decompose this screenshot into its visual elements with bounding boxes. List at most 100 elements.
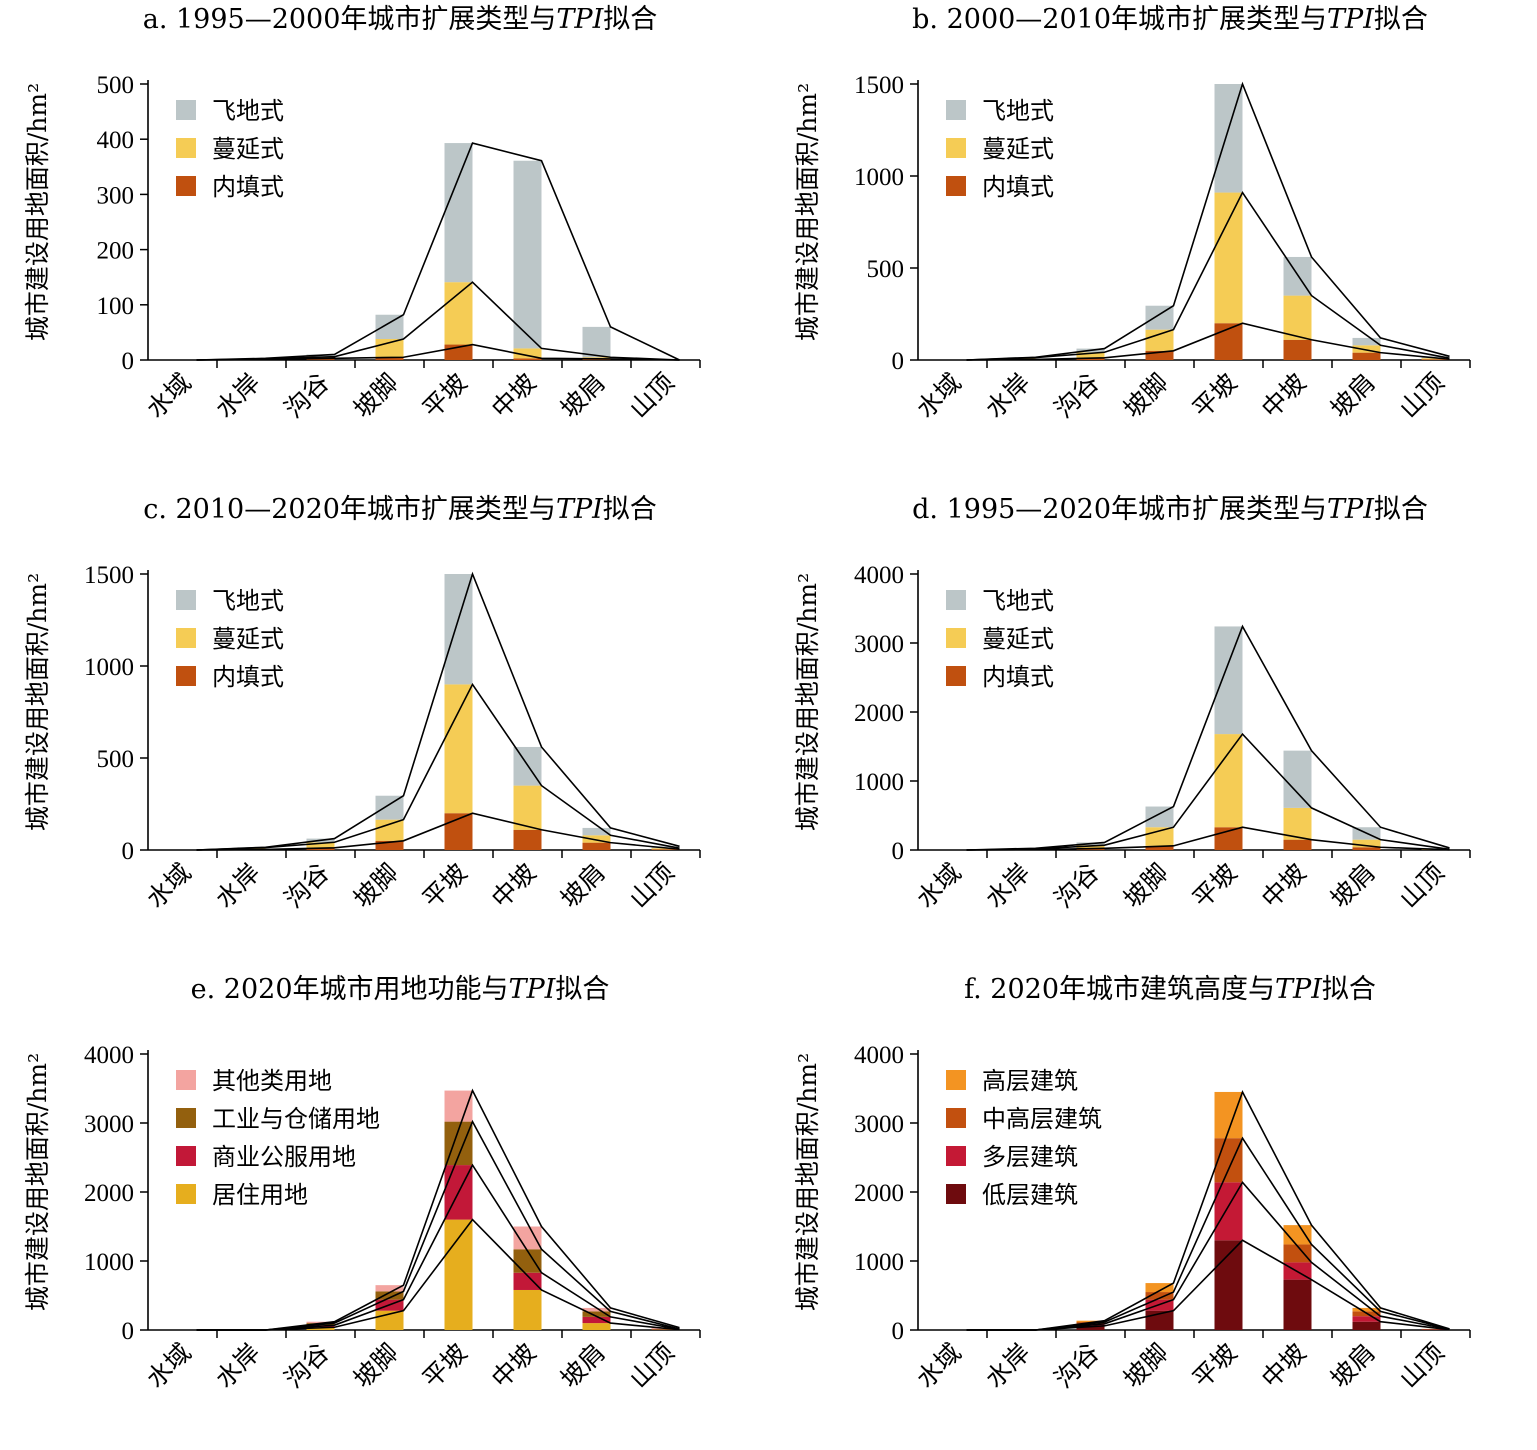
series-2 xyxy=(306,1121,680,1330)
trend-line xyxy=(196,571,680,851)
x-tick-label: 山顶 xyxy=(1394,858,1450,914)
bar-segment xyxy=(582,1323,611,1330)
y-axis-label: 城市建设用地面积/hm² xyxy=(23,1053,52,1311)
bar-segment xyxy=(1283,295,1312,340)
bar-segment xyxy=(582,827,611,836)
x-tick-label: 水域 xyxy=(141,858,197,914)
bar-segment xyxy=(1352,847,1381,850)
legend-label: 蔓延式 xyxy=(212,625,284,653)
series-2 xyxy=(1007,84,1450,359)
bar-segment xyxy=(513,348,542,359)
y-tick-label: 1000 xyxy=(854,769,904,796)
legend-swatch xyxy=(946,1146,966,1166)
series-3 xyxy=(306,1090,680,1329)
legend-swatch xyxy=(176,138,196,158)
x-tick-label: 平坡 xyxy=(1187,858,1243,914)
legend-swatch xyxy=(946,1108,966,1128)
trend-line xyxy=(966,624,1450,851)
bar-segment xyxy=(375,357,404,360)
y-tick-label: 4000 xyxy=(854,1042,904,1069)
x-tick-label: 沟谷 xyxy=(279,368,335,424)
y-tick-label: 0 xyxy=(122,1318,135,1345)
bar-segment xyxy=(306,842,335,848)
series-3 xyxy=(1076,1091,1450,1330)
y-tick-label: 0 xyxy=(892,348,905,375)
x-tick-label: 平坡 xyxy=(1187,368,1243,424)
bar-segment xyxy=(1352,345,1381,353)
legend-swatch xyxy=(946,1184,966,1204)
bar-segment xyxy=(375,314,404,340)
bar-segment xyxy=(375,819,404,841)
y-tick-label: 3000 xyxy=(84,1111,134,1138)
x-tick-label: 坡脚 xyxy=(348,368,404,424)
chart-title: b. 2000—2010年城市扩展类型与TPI拟合 xyxy=(912,4,1428,35)
x-tick-label: 水域 xyxy=(141,1338,197,1394)
trend-line xyxy=(966,190,1450,361)
x-tick-label: 坡脚 xyxy=(1118,1338,1174,1394)
y-tick-label: 3000 xyxy=(854,631,904,658)
y-tick-label: 400 xyxy=(97,127,135,154)
bar-segment xyxy=(1283,1225,1312,1245)
bar-segment xyxy=(1145,845,1174,850)
bar-segment xyxy=(513,829,542,850)
x-tick-label: 坡肩 xyxy=(555,858,611,914)
legend-label: 多层建筑 xyxy=(982,1143,1078,1171)
bar-segment xyxy=(375,339,404,358)
x-tick-label: 坡脚 xyxy=(1118,858,1174,914)
legend-label: 低层建筑 xyxy=(982,1181,1078,1209)
y-tick-label: 0 xyxy=(122,348,135,375)
legend-swatch xyxy=(176,100,196,120)
y-tick-label: 1500 xyxy=(84,562,134,589)
bar-segment xyxy=(375,1285,404,1292)
x-tick-label: 水岸 xyxy=(980,368,1036,424)
y-axis-label: 城市建设用地面积/hm² xyxy=(793,573,822,831)
x-tick-label: 山顶 xyxy=(624,368,680,424)
bar-segment xyxy=(444,574,473,685)
bar-segment xyxy=(1283,750,1312,808)
y-tick-label: 2000 xyxy=(854,1180,904,1207)
bar-segment xyxy=(1145,827,1174,846)
bar-segment xyxy=(513,1226,542,1250)
series-1 xyxy=(237,282,611,360)
bar-segment xyxy=(582,835,611,843)
trend-line xyxy=(196,812,680,851)
chart-panel-e: e. 2020年城市用地功能与TPI拟合 城市建设用地面积/hm² 0 1000 200… xyxy=(0,970,760,1450)
series-1 xyxy=(306,1165,680,1330)
y-tick-label: 1000 xyxy=(854,1249,904,1276)
bar-segment xyxy=(582,842,611,850)
y-tick-label: 0 xyxy=(892,1318,905,1345)
bar-segment xyxy=(375,795,404,820)
trend-line xyxy=(196,682,680,851)
bar-segment xyxy=(306,1321,335,1324)
x-tick-label: 中坡 xyxy=(486,368,542,424)
trend-line xyxy=(966,1089,1450,1331)
y-tick-label: 100 xyxy=(97,293,135,320)
legend-label: 飞地式 xyxy=(212,587,284,615)
legend-swatch xyxy=(946,590,966,610)
y-tick-label: 1000 xyxy=(84,1249,134,1276)
x-tick-label: 坡肩 xyxy=(555,1338,611,1394)
x-tick-label: 中坡 xyxy=(1256,368,1312,424)
legend-label: 居住用地 xyxy=(212,1181,308,1209)
bar-segment xyxy=(1283,339,1312,360)
x-tick-label: 山顶 xyxy=(624,858,680,914)
x-tick-label: 坡肩 xyxy=(1325,368,1381,424)
legend-swatch xyxy=(946,100,966,120)
x-tick-label: 坡脚 xyxy=(348,858,404,914)
legend-label: 飞地式 xyxy=(212,97,284,125)
x-tick-label: 水岸 xyxy=(980,858,1036,914)
bar-segment xyxy=(513,1272,542,1290)
series-0 xyxy=(1076,1240,1450,1330)
bar-segment xyxy=(1214,1138,1243,1183)
legend-swatch xyxy=(176,1070,196,1090)
legend-swatch xyxy=(176,176,196,196)
bar-segment xyxy=(1283,1279,1312,1330)
y-tick-label: 200 xyxy=(97,238,135,265)
bar-segment xyxy=(444,684,473,814)
trend-line xyxy=(966,81,1450,361)
